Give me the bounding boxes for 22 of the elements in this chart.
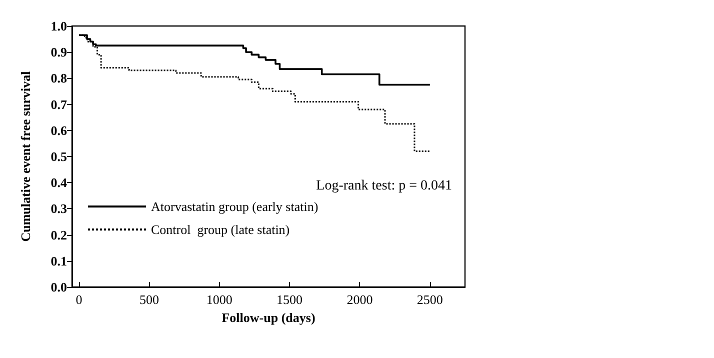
x-tick-label: 2500 [416,292,443,307]
y-tick-label: 0.2 [50,227,67,242]
y-tick-label: 0.8 [50,70,68,86]
legend-label: Control group (late statin) [151,222,290,237]
legend-label: Atorvastatin group (early statin) [151,199,318,214]
y-tick-label: 0.3 [50,201,68,216]
x-tick-label: 1500 [276,292,303,307]
x-tick-label: 1000 [206,292,232,307]
y-axis-title: Cumulative event free survival [18,70,33,242]
x-tick-label: 500 [139,292,159,307]
y-tick-label: 1.0 [50,18,67,34]
y-tick-label: 0.0 [50,280,67,294]
y-tick-label: 0.6 [50,122,68,138]
y-tick-label: 0.1 [50,253,67,268]
x-axis-title: Follow-up (days) [222,310,316,325]
annotation: Log-rank test: p = 0.041 [316,178,452,194]
y-tick-label: 0.5 [50,149,68,164]
y-tick-label: 0.7 [50,96,68,112]
x-tick-label: 2000 [346,292,373,307]
y-tick-label: 0.9 [50,44,68,60]
x-tick-label: 0 [76,292,82,307]
y-tick-label: 0.4 [50,175,68,190]
